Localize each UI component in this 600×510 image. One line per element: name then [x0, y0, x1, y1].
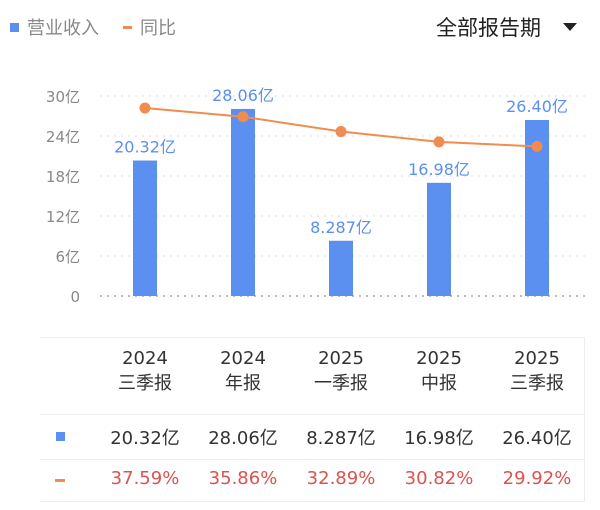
data-table: 2024 三季报 2024 年报 2025 一季报 2025 中报 2025 三季报 20.32亿… [40, 337, 585, 502]
column-header-line: 2024 [220, 348, 266, 369]
revenue-cell: 26.40亿 [502, 428, 572, 449]
column-header-line: 三季报 [118, 373, 172, 394]
yoy-point[interactable] [139, 102, 151, 114]
table-row-revenue: 20.32亿 28.06亿 8.287亿 16.98亿 26.40亿 [40, 414, 584, 460]
revenue-legend-icon [10, 22, 19, 32]
yoy-cell: 32.89% [306, 468, 376, 489]
y-tick-label: 6亿 [55, 248, 80, 266]
bar-data-label: 20.32亿 [114, 138, 176, 157]
y-tick-label: 24亿 [46, 128, 80, 146]
bar-data-label: 28.06亿 [212, 86, 274, 105]
period-selector[interactable]: 全部报告期 [436, 12, 577, 42]
yoy-point[interactable] [237, 111, 249, 123]
bar-data-label: 8.287亿 [310, 218, 372, 237]
revenue-cell: 28.06亿 [208, 428, 278, 449]
bar[interactable] [231, 108, 255, 296]
column-header-line: 年报 [225, 373, 261, 394]
table-header-row: 2024 三季报 2024 年报 2025 一季报 2025 中报 2025 三季报 [40, 338, 584, 415]
yoy-point[interactable] [433, 136, 445, 148]
column-header: 2025 一季报 [292, 346, 390, 396]
column-header-line: 三季报 [510, 373, 564, 394]
yoy-cell: 29.92% [502, 468, 572, 489]
bar[interactable] [427, 182, 451, 296]
y-tick-label: 0 [70, 288, 80, 306]
column-header-line: 一季报 [314, 373, 368, 394]
legend-yoy[interactable]: 同比 [140, 18, 176, 39]
yoy-cell: 30.82% [404, 468, 474, 489]
chart: 0 6亿 12亿 18亿 24亿 30亿 20.32亿 28.06亿 8.287亿 16.98亿 2… [46, 86, 585, 306]
bar[interactable] [133, 160, 157, 296]
bar-data-label: 26.40亿 [506, 97, 568, 116]
yoy-row-icon [55, 479, 65, 482]
yoy-legend-icon [123, 25, 132, 29]
revenue-cell: 16.98亿 [404, 428, 474, 449]
yoy-cell: 37.59% [110, 468, 180, 489]
table-row-yoy: 37.59% 35.86% 32.89% 30.82% 29.92% [40, 459, 584, 502]
bar[interactable] [329, 240, 353, 296]
y-tick-label: 12亿 [46, 208, 80, 226]
column-header: 2025 中报 [390, 346, 488, 396]
revenue-row-icon [56, 432, 65, 441]
column-header: 2024 三季报 [96, 346, 194, 396]
revenue-cell: 20.32亿 [110, 428, 180, 449]
period-selector-label: 全部报告期 [436, 16, 541, 40]
triangle-down-icon [563, 23, 577, 31]
legend-revenue[interactable]: 营业收入 [27, 18, 99, 39]
yoy-point[interactable] [335, 126, 347, 138]
yoy-point[interactable] [531, 140, 543, 152]
yoy-cell: 35.86% [208, 468, 278, 489]
column-header-line: 2024 [122, 348, 168, 369]
column-header-line: 中报 [421, 373, 457, 394]
column-header: 2024 年报 [194, 346, 292, 396]
revenue-cell: 8.287亿 [306, 428, 376, 449]
column-header-line: 2025 [318, 348, 364, 369]
legend: 营业收入 同比 [10, 14, 176, 40]
column-header-line: 2025 [416, 348, 462, 369]
y-tick-label: 30亿 [46, 88, 80, 106]
y-tick-label: 18亿 [46, 168, 80, 186]
column-header: 2025 三季报 [488, 346, 586, 396]
bar-data-label: 16.98亿 [408, 160, 470, 179]
column-header-line: 2025 [514, 348, 560, 369]
